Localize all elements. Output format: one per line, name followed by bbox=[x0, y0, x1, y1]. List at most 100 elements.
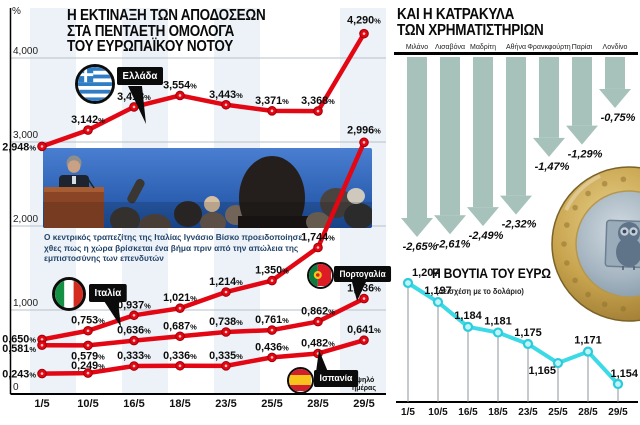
svg-text:0,738%: 0,738% bbox=[209, 316, 243, 328]
svg-text:3,142%: 3,142% bbox=[71, 114, 105, 126]
svg-text:-2,32%: -2,32% bbox=[502, 219, 537, 231]
svg-text:3,443%: 3,443% bbox=[209, 89, 243, 101]
svg-text:28/5: 28/5 bbox=[307, 398, 328, 410]
svg-text:1,165: 1,165 bbox=[528, 365, 556, 377]
markets-chart-title: ΚΑΙ Η ΚΑΤΡΑΚΥΛΑ ΤΩΝ ΧΡΗΜΑΤΙΣΤΗΡΙΩΝ bbox=[397, 7, 544, 38]
svg-text:Μαδρίτη: Μαδρίτη bbox=[470, 43, 496, 51]
euro-coin-illustration bbox=[551, 166, 640, 322]
svg-text:1,181: 1,181 bbox=[484, 316, 512, 328]
svg-text:23/5: 23/5 bbox=[518, 407, 538, 418]
owl-engraving bbox=[604, 219, 640, 270]
svg-text:0,243%: 0,243% bbox=[2, 369, 36, 381]
svg-text:0,336%: 0,336% bbox=[163, 350, 197, 362]
bond-series-spain: 0,243% 0,249% 0,333% 0,336% 0,335% 0,436% 0,48… bbox=[2, 324, 381, 380]
market-arrow-6: Λονδίνο -0,75% bbox=[599, 43, 636, 124]
svg-text:3,000: 3,000 bbox=[13, 130, 38, 141]
svg-text:1,154: 1,154 bbox=[610, 368, 638, 380]
svg-text:0,436%: 0,436% bbox=[255, 341, 289, 353]
italy-flag-icon bbox=[52, 277, 86, 311]
svg-text:4,290%: 4,290% bbox=[347, 15, 381, 27]
svg-text:0,636%: 0,636% bbox=[117, 325, 151, 337]
market-arrow-2: Μαδρίτη -2,49% bbox=[467, 43, 504, 242]
svg-text:4,000: 4,000 bbox=[13, 46, 38, 57]
svg-text:18/5: 18/5 bbox=[169, 398, 190, 410]
svg-text:0,937%: 0,937% bbox=[117, 299, 151, 311]
euro-chart-title: Η ΒΟΥΤΙΑ ΤΟΥ ΕΥΡΩ bbox=[432, 265, 551, 281]
markets-arrows-chart: Μιλάνο-2,65%Λισαβόνα-2,61%Μαδρίτη-2,49%Α… bbox=[394, 43, 638, 253]
photo-caption: Ο κεντρικός τραπεζίτης της Ιταλίας Ιγνάσ… bbox=[44, 232, 303, 263]
euro-chart-subtitle: (σε σχέση με το δολάριο) bbox=[436, 287, 524, 296]
svg-text:1,000: 1,000 bbox=[13, 298, 38, 309]
svg-text:0,333%: 0,333% bbox=[117, 350, 151, 362]
svg-text:%: % bbox=[12, 6, 21, 17]
spain-callout-label: Ισπανία bbox=[314, 370, 358, 387]
bond-chart-axes: % 4,000 3,000 2,000 1,000 0 1/5 10/5 16/5 18/5 23/… bbox=[9, 6, 386, 410]
svg-text:23/5: 23/5 bbox=[215, 398, 236, 410]
svg-text:0,335%: 0,335% bbox=[209, 350, 243, 362]
svg-text:0,579%: 0,579% bbox=[71, 350, 105, 362]
audience-silhouettes bbox=[110, 156, 372, 228]
svg-text:16/5: 16/5 bbox=[458, 407, 478, 418]
svg-text:25/5: 25/5 bbox=[261, 398, 282, 410]
svg-text:0,761%: 0,761% bbox=[255, 314, 289, 326]
bonds-chart-title: Η ΕΚΤΙΝΑΞΗ ΤΩΝ ΑΠΟΔΟΣΕΩΝ ΣΤΑ ΠΕΝΤΑΕΤΗ ΟΜ… bbox=[67, 7, 266, 55]
svg-text:16/5: 16/5 bbox=[123, 398, 144, 410]
market-arrow-0: Μιλάνο -2,65% bbox=[401, 43, 438, 253]
day-high-note-line1: Υψηλό bbox=[352, 377, 375, 384]
market-arrow-3: Αθήνα -2,32% bbox=[500, 44, 537, 231]
svg-text:-1,29%: -1,29% bbox=[568, 149, 603, 161]
press-conference-photo bbox=[43, 148, 372, 228]
bonds-title-line2: ΣΤΑ ΠΕΝΤΑΕΤΗ ΟΜΟΛΟΓΑ bbox=[67, 22, 235, 40]
greece-flag-icon bbox=[75, 64, 115, 104]
bonds-title-line1: Η ΕΚΤΙΝΑΞΗ ΤΩΝ ΑΠΟΔΟΣΕΩΝ bbox=[67, 7, 266, 24]
svg-text:2,996%: 2,996% bbox=[347, 124, 381, 136]
svg-text:-0,75%: -0,75% bbox=[601, 112, 636, 124]
svg-text:18/5: 18/5 bbox=[488, 407, 508, 418]
svg-text:1,197: 1,197 bbox=[424, 285, 452, 297]
greece-callout-label: Ελλάδα bbox=[117, 67, 163, 85]
svg-text:10/5: 10/5 bbox=[77, 398, 98, 410]
markets-title-line2: ΤΩΝ ΧΡΗΜΑΤΙΣΤΗΡΙΩΝ bbox=[397, 21, 544, 39]
svg-text:-2,49%: -2,49% bbox=[469, 230, 504, 242]
markets-title-line1: ΚΑΙ Η ΚΑΤΡΑΚΥΛΑ bbox=[397, 6, 515, 23]
svg-text:0,581%: 0,581% bbox=[2, 343, 36, 355]
market-arrow-5: Παρίσι -1,29% bbox=[566, 43, 603, 161]
svg-text:29/5: 29/5 bbox=[353, 398, 374, 410]
svg-text:0,641%: 0,641% bbox=[347, 324, 381, 336]
svg-text:3,371%: 3,371% bbox=[255, 95, 289, 107]
svg-text:28/5: 28/5 bbox=[578, 407, 598, 418]
svg-text:1,021%: 1,021% bbox=[163, 292, 197, 304]
bond-series-greece: 2,948%3,142%3,418%3,554%3,443% 3,371% 3,36… bbox=[2, 15, 381, 154]
svg-text:3,554%: 3,554% bbox=[163, 79, 197, 91]
market-arrow-1: Λισαβόνα -2,61% bbox=[434, 43, 471, 250]
svg-text:-2,61%: -2,61% bbox=[436, 238, 471, 250]
bond-chart-series: 2,948%3,142%3,418%3,554%3,443% 3,371% 3,36… bbox=[2, 15, 381, 381]
spain-flag-icon bbox=[287, 367, 314, 394]
day-high-note-line2: ημέρας bbox=[352, 384, 376, 392]
svg-text:1,184: 1,184 bbox=[454, 310, 482, 322]
market-arrow-4: Φρανκφούρτη -1,47% bbox=[527, 43, 570, 173]
svg-text:3,368%: 3,368% bbox=[301, 95, 335, 107]
svg-text:0,753%: 0,753% bbox=[71, 315, 105, 327]
flag-callout-tails bbox=[104, 86, 366, 372]
svg-text:0,687%: 0,687% bbox=[163, 320, 197, 332]
day-high-note: Υψηλό ημέρας bbox=[352, 377, 376, 392]
svg-text:10/5: 10/5 bbox=[428, 407, 448, 418]
svg-text:Αθήνα: Αθήνα bbox=[506, 44, 526, 51]
svg-text:0,249%: 0,249% bbox=[71, 360, 105, 372]
euro-line-chart: 1,207 1/5 1,197 10/5 1,184 16/5 1,181 18/5 1,175… bbox=[396, 267, 639, 418]
svg-text:Λονδίνο: Λονδίνο bbox=[603, 43, 628, 51]
svg-text:1/5: 1/5 bbox=[401, 407, 415, 418]
portugal-flag-icon bbox=[307, 262, 334, 289]
italy-callout-label: Ιταλία bbox=[89, 284, 127, 302]
portugal-callout-label: Πορτογαλία bbox=[334, 266, 392, 282]
svg-text:0: 0 bbox=[13, 382, 19, 393]
svg-text:1/5: 1/5 bbox=[34, 398, 49, 410]
svg-text:1,744%: 1,744% bbox=[301, 232, 335, 244]
svg-text:1,171: 1,171 bbox=[574, 335, 602, 347]
svg-text:29/5: 29/5 bbox=[608, 407, 628, 418]
bonds-title-line3: ΤΟΥ ΕΥΡΩΠΑΪΚΟΥ ΝΟΤΟΥ bbox=[67, 38, 233, 55]
coin-stars bbox=[561, 176, 627, 312]
svg-text:1,214%: 1,214% bbox=[209, 276, 243, 288]
svg-text:-1,47%: -1,47% bbox=[535, 161, 570, 173]
